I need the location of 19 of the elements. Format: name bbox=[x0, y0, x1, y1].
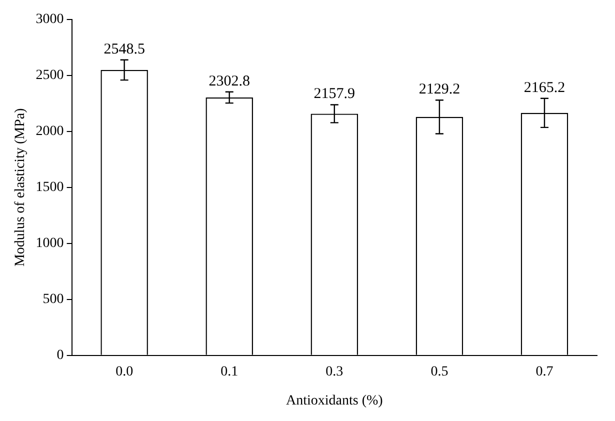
y-tick-label: 2000 bbox=[36, 124, 64, 140]
x-tick-label: 0.7 bbox=[536, 364, 554, 380]
y-tick-label: 1500 bbox=[36, 180, 64, 196]
data-label: 2165.2 bbox=[524, 80, 566, 96]
y-tick-label: 3000 bbox=[36, 12, 64, 28]
y-tick-label: 500 bbox=[42, 292, 64, 308]
x-axis-title: Antioxidants (%) bbox=[286, 393, 384, 408]
y-axis-title: Modulus of elasticity (MPa) bbox=[13, 108, 28, 267]
y-tick-label: 2500 bbox=[36, 68, 64, 84]
y-tick-label: 1000 bbox=[36, 236, 64, 252]
y-tick-label: 0 bbox=[56, 348, 64, 364]
x-tick-label: 0.0 bbox=[116, 364, 134, 380]
data-label: 2129.2 bbox=[418, 82, 460, 98]
x-tick-label: 0.3 bbox=[326, 364, 344, 380]
data-label: 2157.9 bbox=[314, 86, 356, 102]
data-label: 2548.5 bbox=[104, 41, 145, 58]
x-tick-label: 0.5 bbox=[430, 364, 448, 380]
x-tick-label: 0.1 bbox=[220, 364, 238, 380]
data-label: 2302.8 bbox=[208, 73, 250, 90]
